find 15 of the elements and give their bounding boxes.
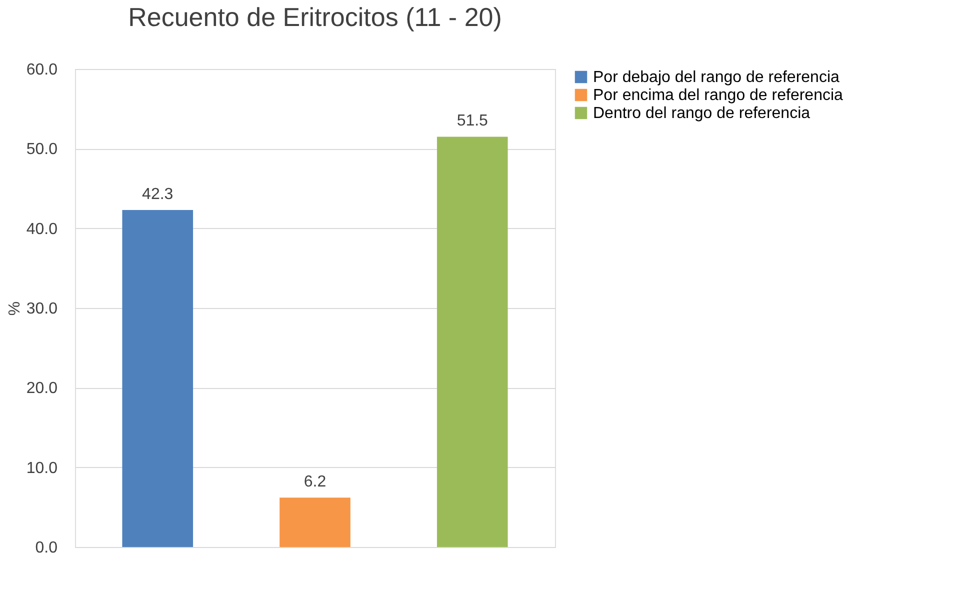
legend-label: Por encima del rango de referencia	[593, 87, 844, 104]
y-tick-label: 0.0	[35, 540, 58, 556]
data-label: 51.5	[456, 112, 488, 130]
data-label: 6.2	[304, 474, 326, 491]
y-tick-label: 20.0	[26, 380, 58, 398]
y-tick-label: 60.0	[26, 62, 58, 78]
y-tick-label: 50.0	[26, 141, 58, 158]
y-tick-label: 10.0	[26, 460, 58, 477]
chart-title: Recuento de Eritrocitos (11 - 20)	[128, 2, 502, 32]
y-axis-title: %	[6, 301, 24, 316]
y-tick-label: 30.0	[26, 300, 58, 318]
legend-label: Dentro del rango de referencia	[593, 105, 810, 122]
y-tick-label: 40.0	[26, 220, 58, 238]
data-label: 42.3	[142, 186, 174, 204]
legend-label: Por debajo del rango de referencia	[593, 69, 840, 86]
